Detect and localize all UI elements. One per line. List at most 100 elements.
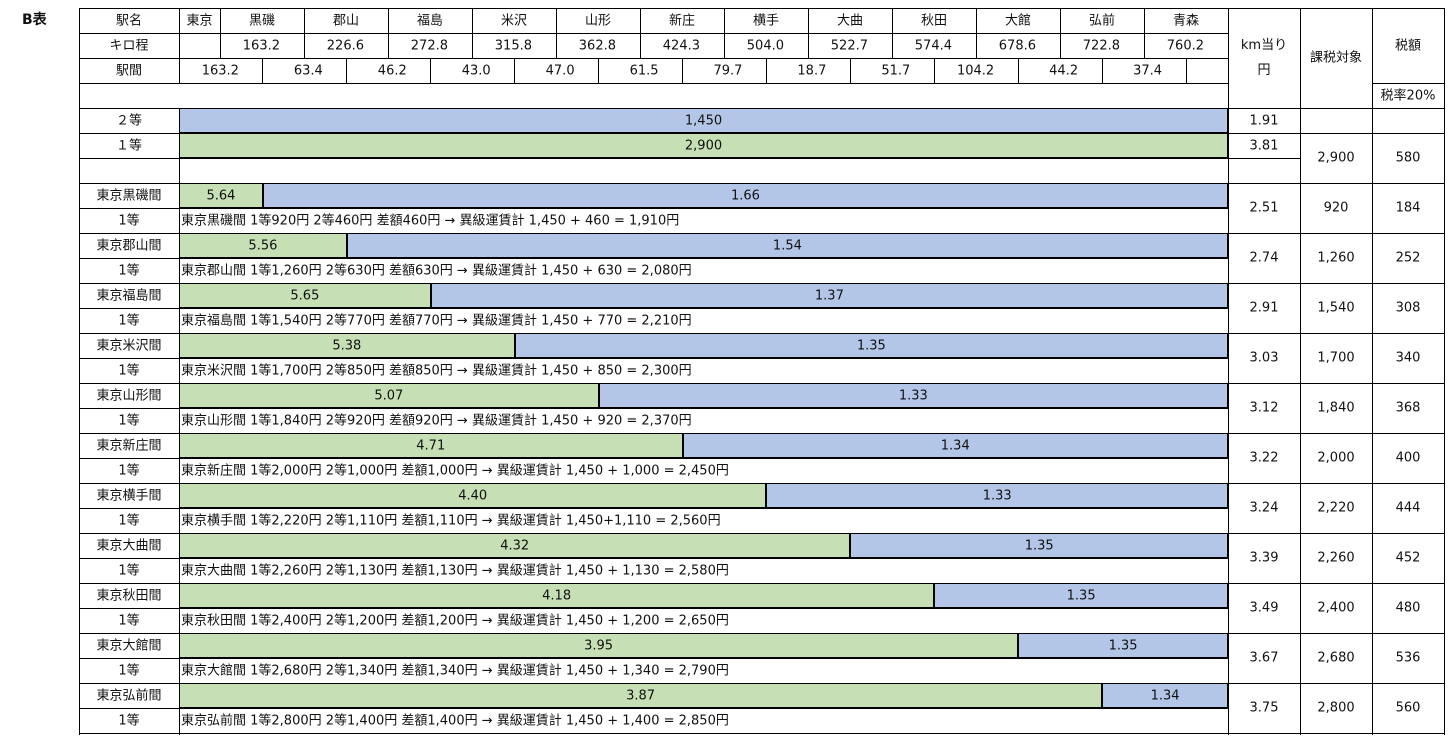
- station-name: 新庄: [668, 13, 696, 28]
- route-taxable: 1,700: [1317, 350, 1355, 366]
- route-name: 東京弘前間: [96, 688, 162, 703]
- header-per-km-label: km当り円: [1240, 38, 1288, 78]
- class-bar-blue: [179, 108, 1228, 133]
- route-tax: 560: [1395, 700, 1421, 716]
- grid-line-h: [79, 157, 1300, 159]
- header-tax-label: 税額: [1394, 38, 1422, 54]
- station-col-line: [639, 8, 641, 58]
- interval-km: 104.2: [956, 63, 995, 78]
- station-km: 424.3: [662, 38, 700, 53]
- route-tax: 368: [1395, 400, 1421, 416]
- route-fare-note: 東京弘前間 1等2,800円 2等1,400円 差額1,400円 → 異級運賃計…: [181, 713, 729, 728]
- grid-line-h: [1372, 82, 1444, 84]
- route-bottom-line: [79, 732, 1444, 734]
- route-taxable: 2,220: [1317, 500, 1355, 516]
- station-col-line: [1143, 8, 1145, 58]
- route-per-km: 3.03: [1249, 350, 1279, 366]
- route-per-km: 2.51: [1249, 200, 1279, 216]
- route-fare-note: 東京郡山間 1等1,260円 2等630円 差額630円 → 異級運賃計 1,4…: [181, 263, 692, 278]
- route-bar-green: [179, 683, 1103, 708]
- station-km: 272.8: [410, 38, 448, 53]
- interval-col-line: [933, 58, 935, 83]
- route-class: 1等: [118, 413, 140, 428]
- station-col-line: [723, 8, 725, 58]
- station-km: 362.8: [578, 38, 616, 53]
- header-station-label: 駅名: [115, 13, 143, 28]
- interval-col-line: [514, 58, 516, 83]
- station-km: 226.6: [326, 38, 364, 53]
- interval-col-line: [598, 58, 600, 83]
- route-name: 東京大館間: [96, 638, 162, 653]
- route-mid-line: [79, 507, 1228, 509]
- route-per-km: 3.12: [1249, 400, 1279, 416]
- grid-line-h: [1300, 132, 1444, 134]
- route-bar-green: [179, 383, 599, 408]
- interval-col-line: [682, 58, 684, 83]
- route-fare-note: 東京横手間 1等2,220円 2等1,110円 差額1,110円 → 異級運賃計…: [181, 513, 721, 528]
- interval-col-line: [1017, 58, 1019, 83]
- header-top-border: [79, 7, 1444, 9]
- route-per-km: 3.39: [1249, 550, 1279, 566]
- station-name: 福島: [416, 13, 444, 28]
- route-tax: 308: [1395, 300, 1421, 316]
- route-taxable: 1,260: [1317, 250, 1355, 266]
- station-name: 青森: [1172, 13, 1200, 28]
- route-tax: 252: [1395, 250, 1421, 266]
- station-col-line: [975, 8, 977, 58]
- route-mid-line: [79, 707, 1228, 709]
- route-bar-green: [179, 433, 683, 458]
- route-name: 東京横手間: [96, 488, 162, 503]
- grid-line-v: [1371, 8, 1373, 735]
- station-km: 504.0: [746, 38, 784, 53]
- interval-km: 47.0: [545, 63, 575, 78]
- route-class: 1等: [118, 713, 140, 728]
- route-taxable: 920: [1323, 200, 1349, 216]
- station-col-line: [219, 8, 221, 58]
- station-name: 山形: [584, 13, 612, 28]
- station-col-line: [807, 8, 809, 58]
- interval-km: 37.4: [1133, 63, 1163, 78]
- grid-line-h: [79, 82, 1228, 84]
- route-fare-note: 東京山形間 1等1,840円 2等920円 差額920円 → 異級運賃計 1,4…: [181, 413, 692, 428]
- outer-right-border: [1443, 8, 1445, 735]
- interval-km: 18.7: [797, 63, 827, 78]
- class-taxable: 2,900: [1317, 150, 1355, 166]
- route-per-km: 2.74: [1249, 250, 1279, 266]
- route-class: 1等: [118, 363, 140, 378]
- interval-col-line: [765, 58, 767, 83]
- station-col-line: [387, 8, 389, 58]
- route-tax: 400: [1395, 450, 1421, 466]
- interval-col-line: [430, 58, 432, 83]
- route-bar-blue: [934, 583, 1228, 608]
- route-name: 東京福島間: [96, 288, 162, 303]
- interval-km: 63.4: [293, 63, 323, 78]
- route-class: 1等: [118, 513, 140, 528]
- class-bar-green: [179, 133, 1228, 158]
- station-name: 大館: [1004, 13, 1032, 28]
- grid-line-h: [79, 57, 1228, 59]
- route-bar-green: [179, 633, 1019, 658]
- route-bar-blue: [766, 483, 1228, 508]
- sheet-title: B表: [22, 12, 47, 28]
- route-bar-green: [179, 283, 431, 308]
- outer-left-border: [78, 8, 80, 735]
- route-bar-blue: [682, 433, 1228, 458]
- station-km: 678.6: [998, 38, 1036, 53]
- route-fare-note: 東京福島間 1等1,540円 2等770円 差額770円 → 異級運賃計 1,4…: [181, 313, 692, 328]
- station-name: 米沢: [500, 13, 528, 28]
- route-bar-green: [179, 333, 515, 358]
- route-bar-blue: [1102, 683, 1228, 708]
- route-name: 東京米沢間: [96, 338, 162, 353]
- interval-km: 44.2: [1049, 63, 1079, 78]
- grid-line-h: [1228, 182, 1444, 184]
- station-name: 横手: [752, 13, 780, 28]
- header-taxable-label: 課税対象: [1309, 50, 1363, 66]
- route-per-km: 3.22: [1249, 450, 1279, 466]
- interval-km: 79.7: [713, 63, 743, 78]
- route-bar-green: [179, 583, 935, 608]
- class-per-km: 3.81: [1249, 138, 1279, 153]
- route-bar-blue: [262, 183, 1228, 208]
- route-fare-note: 東京大館間 1等2,680円 2等1,340円 差額1,340円 → 異級運賃計…: [181, 663, 729, 678]
- route-bar-blue: [850, 533, 1228, 558]
- route-mid-line: [79, 607, 1228, 609]
